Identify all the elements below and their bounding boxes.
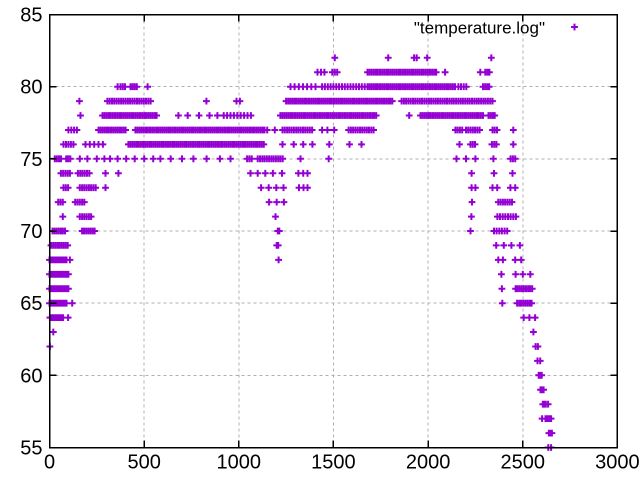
axis-ticks: [48, 13, 619, 449]
x-tick-label: 3000: [595, 452, 640, 474]
x-tick-label: 0: [44, 452, 55, 474]
x-tick-label: 2500: [501, 452, 546, 474]
y-tick-label: 70: [20, 221, 42, 243]
x-tick-label: 1000: [217, 452, 262, 474]
x-tick-label: 500: [128, 452, 161, 474]
legend-label: "temperature.log": [414, 19, 545, 38]
y-tick-label: 60: [20, 365, 42, 387]
gridlines: [49, 14, 618, 448]
plus-marker-icon: [571, 23, 578, 31]
x-tick-label: 2000: [406, 452, 451, 474]
x-tick-label: 1500: [311, 452, 356, 474]
y-tick-label: 85: [20, 5, 42, 27]
tick-marks: [48, 13, 619, 449]
data-points: [46, 54, 556, 451]
y-axis-tick-labels: 55 60 65 70 75 80 85: [20, 5, 42, 460]
temperature-series-points: [46, 54, 556, 451]
x-axis-tick-labels: 0 500 1000 1500 2000 2500 3000: [44, 452, 640, 474]
y-tick-label: 75: [20, 149, 42, 171]
y-tick-label: 55: [20, 438, 42, 460]
y-tick-label: 80: [20, 77, 42, 99]
y-tick-label: 65: [20, 293, 42, 315]
